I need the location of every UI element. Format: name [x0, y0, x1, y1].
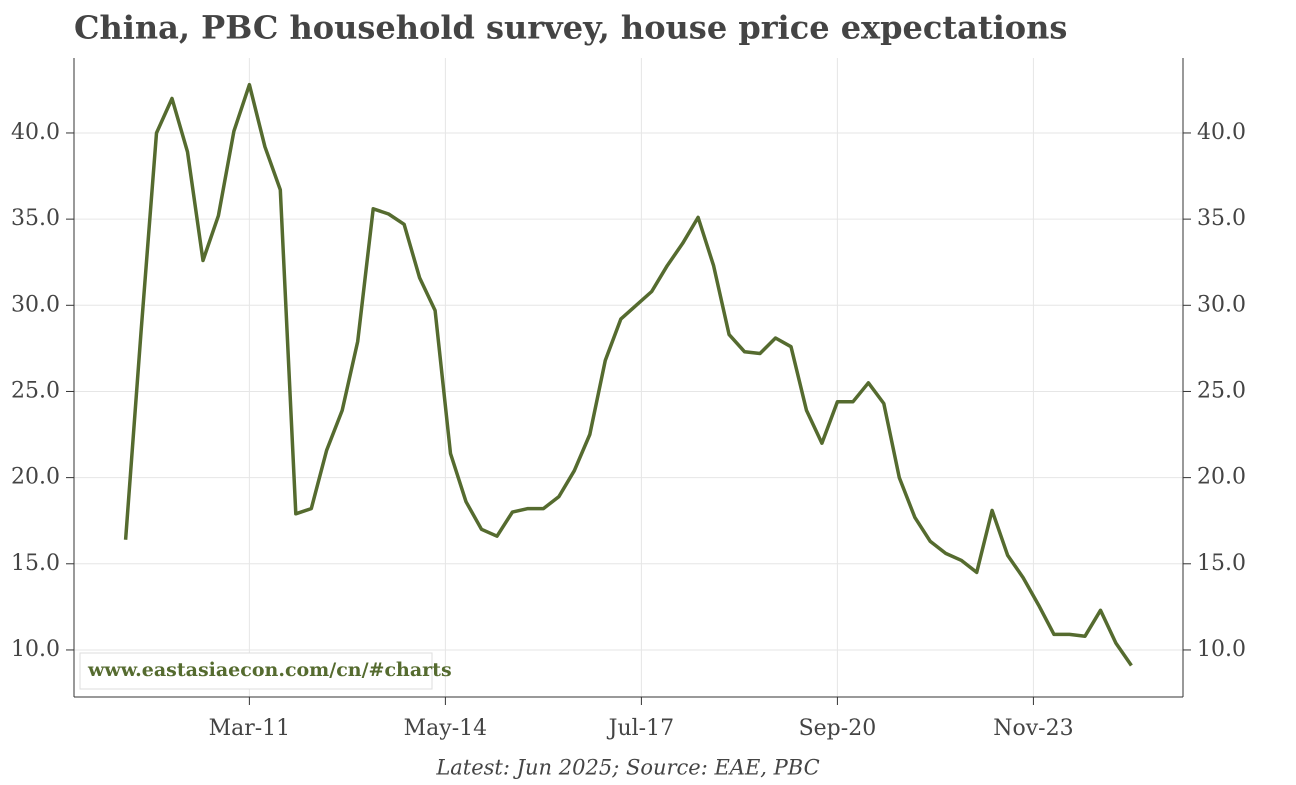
y2-tick-label: 35.0: [1197, 206, 1246, 231]
y-tick-label: 10.0: [11, 637, 60, 662]
y-tick-label: 40.0: [11, 120, 60, 145]
x-tick-label: Jul-17: [607, 716, 674, 741]
x-tick-label: May-14: [404, 716, 488, 741]
y-tick-label: 15.0: [11, 551, 60, 576]
y2-tick-label: 10.0: [1197, 637, 1246, 662]
y2-tick-label: 20.0: [1197, 465, 1246, 490]
y2-tick-label: 30.0: [1197, 292, 1246, 317]
y2-tick-label: 40.0: [1197, 120, 1246, 145]
footer: Latest: Jun 2025; Source: EAE, PBC: [435, 756, 819, 780]
watermark-box: [79, 652, 433, 690]
chart-title: China, PBC household survey, house price…: [74, 9, 1067, 47]
x-tick-label: Mar-11: [209, 716, 291, 741]
x-tick-label: Sep-20: [799, 716, 877, 741]
y-tick-label: 25.0: [11, 378, 60, 403]
y-tick-label: 20.0: [11, 465, 60, 490]
watermark: www.eastasiaecon.com/cn/#charts: [87, 659, 452, 681]
y-tick-label: 30.0: [11, 292, 60, 317]
y2-tick-label: 15.0: [1197, 551, 1246, 576]
x-tick-label: Nov-23: [993, 716, 1073, 741]
y2-tick-label: 25.0: [1197, 378, 1246, 403]
y-tick-label: 35.0: [11, 206, 60, 231]
data-line: [123, 82, 1133, 667]
